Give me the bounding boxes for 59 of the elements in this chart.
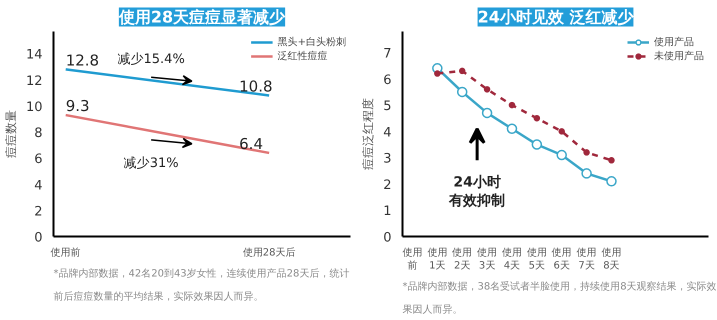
y-tick-label: 10 xyxy=(26,100,43,115)
point xyxy=(458,68,466,74)
y-tick-label: 0 xyxy=(34,230,43,246)
y-tick-label: 8 xyxy=(34,126,43,142)
data-label: 10.8 xyxy=(239,77,273,96)
y-tick-label: 3 xyxy=(383,152,392,167)
point xyxy=(558,128,565,135)
point xyxy=(506,124,518,134)
point xyxy=(534,114,540,122)
y-tick-label: 4 xyxy=(34,178,43,194)
point xyxy=(606,176,617,187)
y-tick-label: 14 xyxy=(26,48,43,63)
legend-label: 泛红性痘痘 xyxy=(278,50,328,63)
y-tick-label: 5 xyxy=(383,99,392,114)
point xyxy=(484,86,490,93)
text: *品牌内部数据，42名20到43岁女性，连续使用产品28天后，统计前后痘痘数量的平均结果，实际效果因人而异。 xyxy=(54,268,350,302)
y-tick-label: 0 xyxy=(383,230,392,246)
annotation: 有效抑制 xyxy=(448,192,506,209)
annotation: 减少31% xyxy=(124,156,179,172)
x-tick-label: 使用4天 xyxy=(502,248,522,272)
annotation: 24小时 xyxy=(453,174,501,191)
x-tick-label: 使用前 xyxy=(402,248,422,272)
x-tick-label: 使用3天 xyxy=(477,248,498,272)
point xyxy=(434,70,441,77)
x-tick-label: 使用6天 xyxy=(552,248,572,272)
legend-label: 未使用产品 xyxy=(654,50,704,63)
y-tick-label: 2 xyxy=(34,204,43,220)
data-label: 12.8 xyxy=(66,51,100,70)
point xyxy=(583,149,590,156)
point xyxy=(581,168,592,179)
y-tick-label: 6 xyxy=(34,152,43,168)
x-tick-label: 使用8天 xyxy=(601,248,622,272)
point xyxy=(508,102,516,108)
y-axis-title: 痘痘数量 xyxy=(4,110,18,158)
y-tick-label: 6 xyxy=(383,72,392,88)
x-tick-label: 使用1天 xyxy=(427,248,448,272)
point xyxy=(532,139,542,150)
y-tick-label: 7 xyxy=(383,46,392,62)
y-tick-label: 2 xyxy=(383,178,392,193)
point xyxy=(456,86,468,98)
text: *品牌内部数据，38名受试者半脸使用，持续使用8天观察结果，实际效果因人而异。 xyxy=(402,282,717,316)
annotation: 减少15.4% xyxy=(117,52,185,67)
x-tick-label: 使用28天后 xyxy=(242,246,296,258)
data-label: 6.4 xyxy=(239,134,263,153)
legend-label: 使用产品 xyxy=(654,36,694,49)
y-tick-label: 4 xyxy=(383,125,392,140)
y-tick-label: 12 xyxy=(26,74,43,89)
y-tick-label: 1 xyxy=(383,204,392,220)
y-axis-title: 痘痘泛红程度 xyxy=(361,98,376,170)
x-tick-label: 使用7天 xyxy=(576,248,597,272)
point xyxy=(608,157,615,164)
x-tick-label: 使用前 xyxy=(50,246,81,258)
legend-label: 黑头+白头粉刺 xyxy=(278,36,346,49)
data-label: 9.3 xyxy=(66,97,90,116)
x-tick-label: 使用5天 xyxy=(526,248,547,272)
point xyxy=(556,150,567,160)
chart-title: 24小时见效 泛红减少 xyxy=(478,8,634,26)
point xyxy=(482,108,492,118)
x-tick-label: 使用2天 xyxy=(452,248,472,272)
